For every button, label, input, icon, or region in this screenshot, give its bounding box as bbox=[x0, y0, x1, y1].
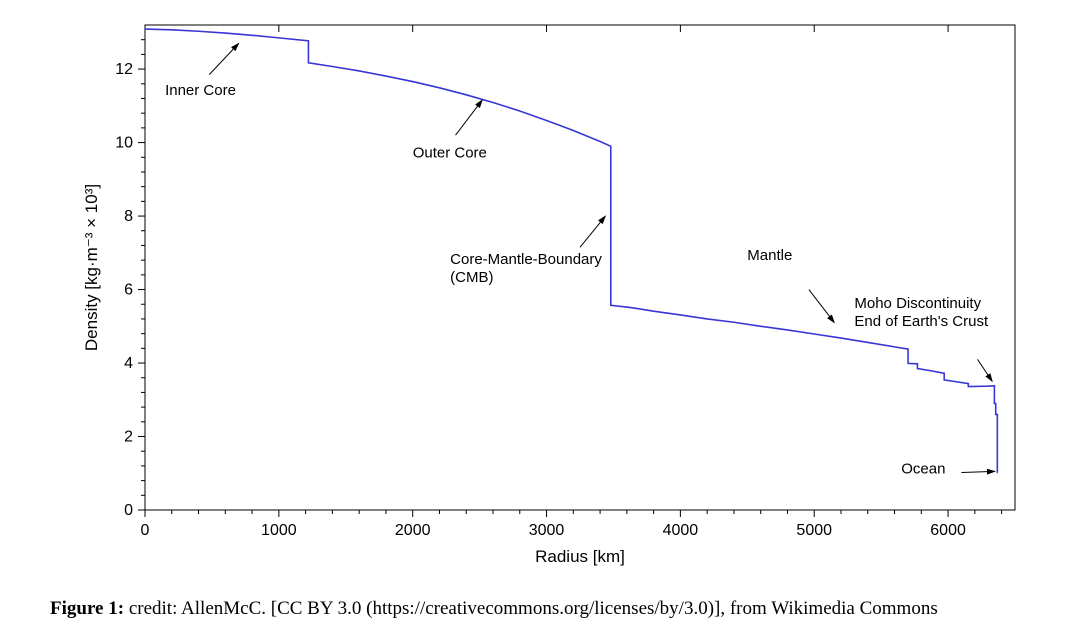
annotation-label: Ocean bbox=[901, 460, 945, 477]
figure-caption: Figure 1: credit: AllenMcC. [CC BY 3.0 (… bbox=[50, 598, 938, 620]
y-tick-label: 8 bbox=[124, 208, 133, 225]
annotation-arrow bbox=[456, 100, 483, 135]
figure-credit: credit: AllenMcC. [CC BY 3.0 (https://cr… bbox=[124, 598, 938, 619]
annotation-label: Outer Core bbox=[413, 144, 487, 161]
annotation-label: Mantle bbox=[747, 247, 792, 264]
y-tick-label: 6 bbox=[124, 282, 133, 299]
x-tick-label: 4000 bbox=[663, 522, 699, 539]
figure-label: Figure 1: bbox=[50, 598, 124, 619]
y-tick-label: 2 bbox=[124, 429, 133, 446]
x-tick-label: 0 bbox=[141, 522, 150, 539]
annotation-arrow bbox=[978, 359, 993, 381]
y-tick-label: 10 bbox=[115, 135, 133, 152]
y-tick-label: 12 bbox=[115, 61, 133, 78]
chart-svg: 0 1000 2000 3000 4000 5000 6000 0 2 4 6 8 10 12 Radius… bbox=[80, 10, 1040, 575]
x-tick-label: 3000 bbox=[529, 522, 565, 539]
density-radius-chart: 0 1000 2000 3000 4000 5000 6000 0 2 4 6 8 10 12 Radius… bbox=[80, 10, 1040, 575]
y-tick-label: 0 bbox=[124, 502, 133, 519]
annotation-arrow bbox=[961, 471, 994, 472]
annotation-label: Inner Core bbox=[165, 82, 236, 99]
x-axis-title: Radius [km] bbox=[535, 547, 625, 566]
annotation-arrow bbox=[580, 216, 605, 247]
x-tick-label: 2000 bbox=[395, 522, 431, 539]
annotation-arrow bbox=[209, 43, 238, 74]
y-tick-label: 4 bbox=[124, 355, 133, 372]
y-axis-title: Density [kg·m⁻³ × 10³] bbox=[82, 184, 101, 351]
annotation-label: Core-Mantle-Boundary(CMB) bbox=[450, 251, 602, 286]
annotation-label: Moho DiscontinuityEnd of Earth's Crust bbox=[854, 295, 989, 330]
x-tick-label: 1000 bbox=[261, 522, 297, 539]
x-tick-label: 6000 bbox=[930, 522, 966, 539]
annotation-arrow bbox=[809, 290, 834, 323]
x-tick-label: 5000 bbox=[796, 522, 832, 539]
